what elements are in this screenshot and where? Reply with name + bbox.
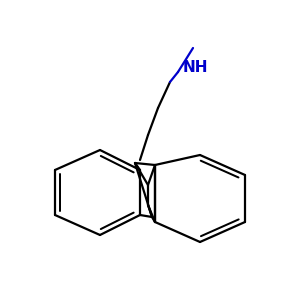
Text: NH: NH <box>183 61 208 76</box>
